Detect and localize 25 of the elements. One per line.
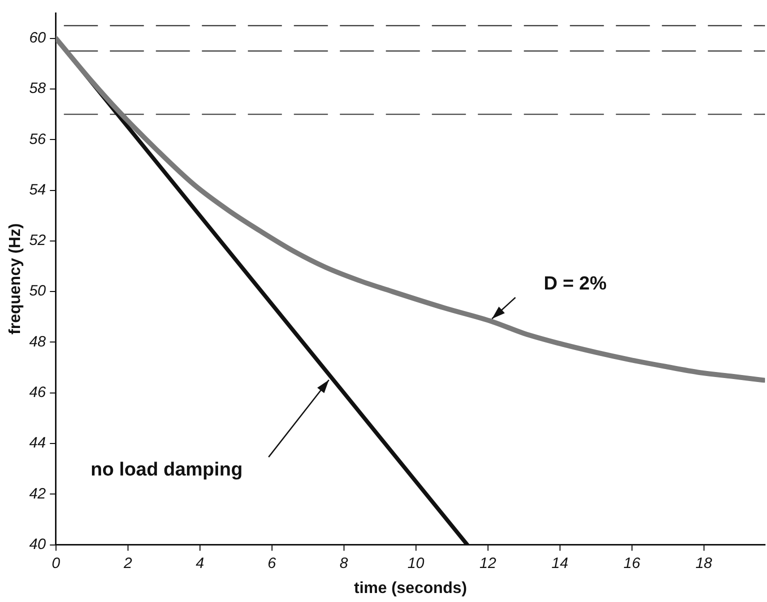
y-tick-label: 40 [29,536,47,553]
y-tick-label: 58 [29,80,47,98]
y-tick-label: 56 [29,130,47,148]
y-tick-label: 46 [29,384,47,402]
y-tick-label: 50 [29,282,47,300]
x-tick-label: 16 [623,554,641,572]
annotation: D = 2% [544,273,607,294]
x-tick-label: 18 [695,554,713,572]
y-tick-label: 52 [29,232,47,250]
x-tick-label: 6 [268,554,277,572]
x-axis-title: time (seconds) [354,580,467,597]
x-tick-label: 4 [196,554,204,572]
x-tick-label: 8 [340,554,349,572]
x-tick-label: 12 [479,554,497,572]
x-tick-label: 10 [408,554,425,572]
x-tick-label: 14 [551,554,568,572]
x-tick-label: 2 [122,554,133,572]
y-tick-label: 54 [29,181,46,198]
y-tick-label: 44 [29,434,46,452]
y-tick-label: 42 [29,485,47,502]
annotation: no load damping [90,460,243,481]
x-tick-label: 0 [52,554,61,572]
y-tick-label: 48 [29,333,47,350]
y-axis-title: frequency (Hz) [7,223,24,334]
y-tick-label: 60 [29,29,47,46]
